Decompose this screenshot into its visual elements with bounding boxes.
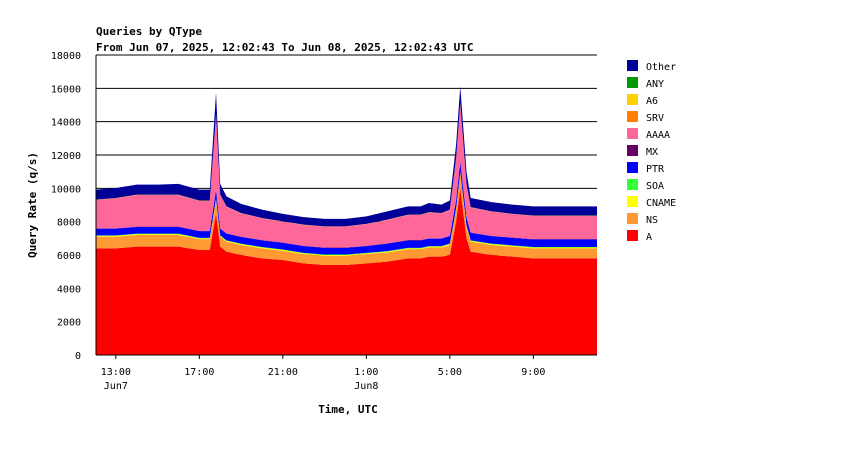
y-ticks: 0 2000 4000 6000 8000 10000 12000 14000 16000 180… bbox=[51, 51, 81, 362]
legend-label-other: Other bbox=[646, 62, 676, 73]
legend-label-srv: SRV bbox=[646, 113, 664, 124]
x-tick-sublabel: Jun7 bbox=[104, 381, 128, 392]
y-tick-label: 14000 bbox=[51, 118, 81, 129]
y-tick-label: 12000 bbox=[51, 151, 81, 162]
y-tick-label: 6000 bbox=[57, 251, 81, 262]
x-tick-label: 21:00 bbox=[268, 367, 298, 378]
x-tick-label: 5:00 bbox=[438, 367, 462, 378]
y-tick-label: 8000 bbox=[57, 218, 81, 229]
legend-label-aaaa: AAAA bbox=[646, 130, 670, 141]
legend-swatch-soa bbox=[627, 179, 638, 190]
legend-swatch-ptr bbox=[627, 162, 638, 173]
x-tick-sublabel: Jun8 bbox=[354, 381, 378, 392]
y-tick-label: 4000 bbox=[57, 284, 81, 295]
legend-swatch-aaaa bbox=[627, 128, 638, 139]
x-axis-label: Time, UTC bbox=[318, 403, 378, 416]
legend-label-soa: SOA bbox=[646, 181, 664, 192]
y-tick-label: 10000 bbox=[51, 184, 81, 195]
series-area-ptr bbox=[96, 162, 597, 255]
series-area-other bbox=[96, 86, 597, 227]
legend-swatch-a6 bbox=[627, 94, 638, 105]
series-area-ns bbox=[96, 173, 597, 265]
legend-label-a: A bbox=[646, 232, 652, 243]
chart-subtitle: From Jun 07, 2025, 12:02:43 To Jun 08, 2… bbox=[96, 41, 474, 54]
legend-swatch-a bbox=[627, 230, 638, 241]
axes bbox=[95, 55, 597, 356]
legend-swatch-cname bbox=[627, 196, 638, 207]
series-area-a bbox=[96, 188, 597, 355]
y-tick-label: 18000 bbox=[51, 51, 81, 62]
legend-swatch-srv bbox=[627, 111, 638, 122]
series-area-mx bbox=[96, 161, 597, 248]
y-tick-label: 0 bbox=[75, 351, 81, 362]
plot-area bbox=[96, 86, 597, 355]
legend-swatch-ns bbox=[627, 213, 638, 224]
legend-swatch-other bbox=[627, 60, 638, 71]
x-tick-label: 9:00 bbox=[521, 367, 545, 378]
x-tick-label: 1:00 bbox=[354, 367, 378, 378]
y-tick-label: 16000 bbox=[51, 84, 81, 95]
legend-swatch-mx bbox=[627, 145, 638, 156]
legend-label-a6: A6 bbox=[646, 96, 658, 107]
legend-swatch-any bbox=[627, 77, 638, 88]
x-tick-label: 17:00 bbox=[184, 367, 214, 378]
legend: Other ANY A6 SRV AAAA MX PTR SOA CNAME NS A bbox=[627, 60, 676, 243]
legend-label-mx: MX bbox=[646, 147, 658, 158]
y-tick-label: 2000 bbox=[57, 318, 81, 329]
x-ticks: 13:00 Jun7 17:00 21:00 1:00 Jun8 5:00 9:00 bbox=[101, 355, 545, 392]
chart-title: Queries by QType bbox=[96, 25, 202, 38]
series-area-aaaa bbox=[96, 103, 597, 248]
legend-label-cname: CNAME bbox=[646, 198, 676, 209]
x-tick-label: 13:00 bbox=[101, 367, 131, 378]
legend-label-any: ANY bbox=[646, 79, 664, 90]
legend-label-ns: NS bbox=[646, 215, 658, 226]
legend-label-ptr: PTR bbox=[646, 164, 665, 175]
y-axis-label: Query Rate (q/s) bbox=[26, 152, 39, 258]
